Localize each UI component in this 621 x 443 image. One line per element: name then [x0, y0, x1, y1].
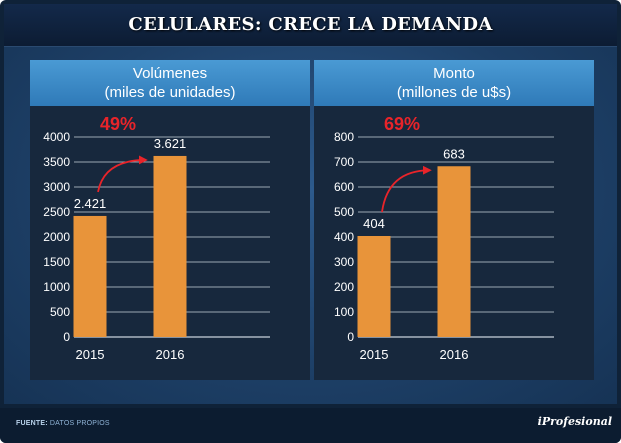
x-category-label: 2016: [440, 347, 469, 362]
growth-percentage: 69%: [384, 114, 420, 134]
x-category-label: 2015: [360, 347, 389, 362]
y-tick-label: 2000: [43, 230, 70, 244]
y-tick-label: 0: [347, 330, 354, 344]
y-tick-label: 400: [334, 230, 354, 244]
y-tick-label: 800: [334, 130, 354, 144]
amount-panel: Monto (millones de u$s) 0 100 200 300 400 500…: [314, 60, 594, 380]
y-tick-label: 500: [50, 305, 70, 319]
y-tick-label: 3000: [43, 180, 70, 194]
growth-arrow: [97, 155, 148, 193]
x-category-label: 2015: [76, 347, 105, 362]
amount-subtitle: (millones de u$s): [396, 84, 512, 101]
bar-value-label: 3.621: [154, 136, 187, 151]
source-note: FUENTE: DATOS PROPIOS: [16, 420, 110, 427]
y-tick-label: 500: [334, 205, 354, 219]
y-tick-label: 0: [63, 330, 70, 344]
title-bar: CELULARES: CRECE LA DEMANDA: [4, 4, 617, 47]
bar-value-label: 404: [363, 216, 385, 231]
y-tick-label: 600: [334, 180, 354, 194]
volumes-panel: Volúmenes (miles de unidades) 0 500 1000 15…: [30, 60, 310, 380]
footer: FUENTE: DATOS PROPIOS iProfesional: [0, 408, 621, 443]
brand-logo: iProfesional: [537, 415, 612, 428]
y-tick-label: 1000: [43, 280, 70, 294]
bar-value-label: 2.421: [74, 196, 107, 211]
growth-percentage: 49%: [100, 114, 136, 134]
volumes-title: Volúmenes: [132, 65, 208, 82]
amount-panel-header: Monto (millones de u$s): [314, 60, 594, 106]
volumes-subtitle: (miles de unidades): [104, 84, 236, 101]
volumes-panel-header: Volúmenes (miles de unidades): [30, 60, 310, 106]
volumes-chart: 0 500 1000 1500 2000 2500 3000 3500 4000 2.421 201…: [43, 114, 270, 362]
bar: [437, 166, 471, 337]
y-tick-label: 300: [334, 255, 354, 269]
source-text: DATOS PROPIOS: [49, 420, 110, 427]
growth-arrow: [381, 165, 432, 213]
amount-title: Monto: [433, 65, 475, 82]
y-tick-label: 100: [334, 305, 354, 319]
y-tick-label: 700: [334, 155, 354, 169]
bar: [357, 236, 391, 337]
y-tick-label: 3500: [43, 155, 70, 169]
infographic-title: CELULARES: CRECE LA DEMANDA: [128, 14, 493, 35]
bar-value-label: 683: [443, 146, 465, 161]
bar: [73, 215, 107, 337]
y-tick-label: 200: [334, 280, 354, 294]
y-tick-label: 1500: [43, 255, 70, 269]
source-label: FUENTE:: [16, 420, 48, 427]
y-tick-label: 2500: [43, 205, 70, 219]
amount-chart: 0 100 200 300 400 500 600 700 800 404 2015 683 2016 6…: [334, 114, 554, 362]
charts-area: Volúmenes (miles de unidades) 0 500 1000 15…: [4, 47, 617, 404]
y-tick-label: 4000: [43, 130, 70, 144]
bar: [153, 155, 187, 337]
x-category-label: 2016: [156, 347, 185, 362]
